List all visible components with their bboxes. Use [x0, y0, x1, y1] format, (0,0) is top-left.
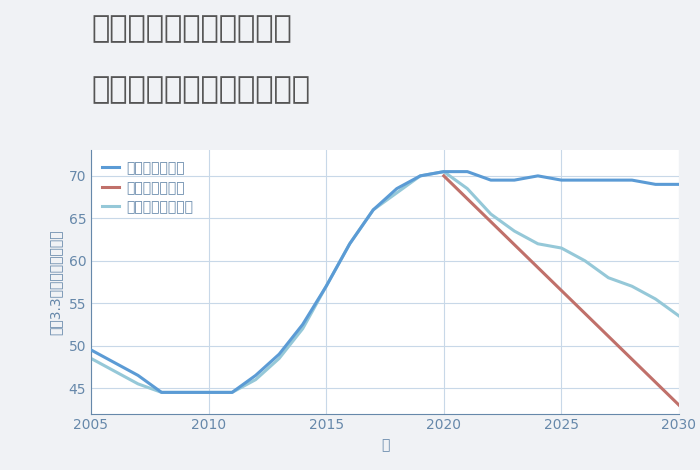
- ノーマルシナリオ: [463, 186, 472, 191]
- Text: 福岡県太宰府市梅香苑の: 福岡県太宰府市梅香苑の: [91, 14, 292, 43]
- ノーマルシナリオ: [416, 173, 424, 179]
- Y-axis label: 坪（3.3㎡）単価（万円）: 坪（3.3㎡）単価（万円）: [49, 229, 63, 335]
- グッドシナリオ: [346, 241, 354, 247]
- ノーマルシナリオ: [675, 313, 683, 319]
- グッドシナリオ: [228, 390, 237, 395]
- グッドシナリオ: [463, 169, 472, 174]
- グッドシナリオ: [533, 173, 542, 179]
- ノーマルシナリオ: [346, 241, 354, 247]
- X-axis label: 年: 年: [381, 438, 389, 452]
- ノーマルシナリオ: [393, 190, 401, 196]
- Line: グッドシナリオ: グッドシナリオ: [91, 172, 679, 392]
- グッドシナリオ: [416, 173, 424, 179]
- ノーマルシナリオ: [628, 283, 636, 289]
- ノーマルシナリオ: [510, 228, 519, 234]
- グッドシナリオ: [204, 390, 213, 395]
- グッドシナリオ: [510, 177, 519, 183]
- グッドシナリオ: [604, 177, 612, 183]
- ノーマルシナリオ: [369, 207, 377, 212]
- グッドシナリオ: [275, 352, 284, 357]
- ノーマルシナリオ: [181, 390, 189, 395]
- グッドシナリオ: [651, 181, 659, 187]
- ノーマルシナリオ: [298, 326, 307, 331]
- グッドシナリオ: [181, 390, 189, 395]
- ノーマルシナリオ: [581, 258, 589, 264]
- ノーマルシナリオ: [204, 390, 213, 395]
- ノーマルシナリオ: [134, 381, 142, 387]
- グッドシナリオ: [134, 373, 142, 378]
- グッドシナリオ: [251, 373, 260, 378]
- グッドシナリオ: [628, 177, 636, 183]
- グッドシナリオ: [158, 390, 166, 395]
- ノーマルシナリオ: [228, 390, 237, 395]
- グッドシナリオ: [581, 177, 589, 183]
- グッドシナリオ: [440, 169, 448, 174]
- ノーマルシナリオ: [557, 245, 566, 251]
- ノーマルシナリオ: [158, 390, 166, 395]
- ノーマルシナリオ: [533, 241, 542, 247]
- ノーマルシナリオ: [486, 211, 495, 217]
- グッドシナリオ: [87, 347, 95, 353]
- グッドシナリオ: [486, 177, 495, 183]
- グッドシナリオ: [675, 181, 683, 187]
- ノーマルシナリオ: [604, 275, 612, 281]
- Line: ノーマルシナリオ: ノーマルシナリオ: [91, 172, 679, 392]
- グッドシナリオ: [393, 186, 401, 191]
- グッドシナリオ: [322, 283, 330, 289]
- グッドシナリオ: [298, 321, 307, 327]
- ノーマルシナリオ: [87, 356, 95, 361]
- ノーマルシナリオ: [251, 377, 260, 383]
- ノーマルシナリオ: [322, 283, 330, 289]
- グッドシナリオ: [369, 207, 377, 212]
- ノーマルシナリオ: [651, 296, 659, 302]
- Text: 中古マンションの価格推移: 中古マンションの価格推移: [91, 75, 310, 104]
- グッドシナリオ: [557, 177, 566, 183]
- Legend: グッドシナリオ, バッドシナリオ, ノーマルシナリオ: グッドシナリオ, バッドシナリオ, ノーマルシナリオ: [97, 156, 199, 220]
- ノーマルシナリオ: [440, 169, 448, 174]
- ノーマルシナリオ: [275, 356, 284, 361]
